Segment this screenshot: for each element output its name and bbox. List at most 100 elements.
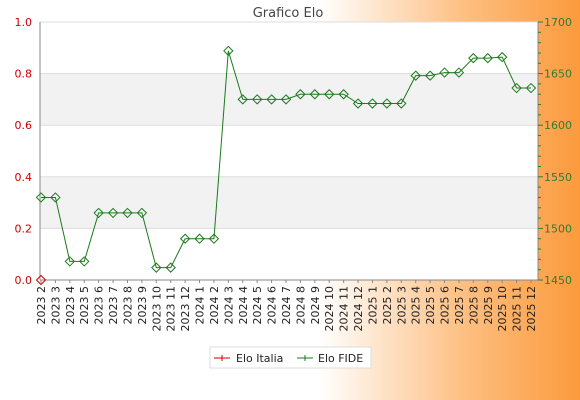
data-point bbox=[251, 94, 263, 105]
data-point bbox=[151, 262, 162, 273]
legend: Elo Italia Elo FIDE bbox=[209, 346, 372, 369]
data-point bbox=[410, 70, 421, 81]
plot-background bbox=[40, 22, 538, 280]
data-point bbox=[50, 192, 61, 203]
x-tick-label: 2025 2 bbox=[381, 286, 394, 325]
x-tick-label: 2024 10 bbox=[323, 286, 336, 332]
data-point bbox=[64, 256, 76, 267]
axes bbox=[39, 22, 539, 281]
x-tick-label: 2023 4 bbox=[64, 286, 77, 325]
series-layer bbox=[35, 45, 537, 286]
x-tick-label: 2024 3 bbox=[222, 286, 235, 325]
x-tick-label: 2023 5 bbox=[78, 286, 91, 325]
x-tick-label: 2024 1 bbox=[194, 286, 207, 325]
x-tick-label: 2025 11 bbox=[511, 286, 524, 332]
x-tick-label: 2023 9 bbox=[136, 286, 149, 325]
x-tick-label: 2023 10 bbox=[150, 286, 163, 332]
data-point bbox=[208, 233, 220, 244]
x-tick-label: 2025 12 bbox=[525, 286, 538, 332]
x-tick-label: 2024 9 bbox=[309, 286, 322, 325]
data-point bbox=[525, 82, 537, 94]
data-point bbox=[122, 207, 133, 219]
data-point bbox=[482, 52, 493, 64]
data-point bbox=[468, 52, 479, 64]
left-tick-label: 1.0 bbox=[15, 16, 33, 29]
x-tick-label: 2025 1 bbox=[366, 286, 379, 325]
data-point bbox=[324, 89, 335, 100]
left-axis-ticks: 0.0 0.2 0.4 0.6 0.8 1.0 bbox=[15, 16, 33, 287]
chart-title: Grafico Elo bbox=[253, 6, 324, 21]
x-tick-label: 2025 9 bbox=[482, 286, 495, 325]
x-tick-label: 2023 12 bbox=[179, 286, 192, 332]
legend-label-fide: Elo FIDE bbox=[318, 352, 363, 365]
data-point bbox=[179, 233, 191, 244]
x-tick-label: 2025 3 bbox=[395, 286, 408, 325]
series-elo-italia bbox=[35, 274, 47, 286]
data-point bbox=[266, 94, 277, 105]
right-tick-label: 1650 bbox=[544, 68, 572, 81]
left-tick-label: 0.2 bbox=[15, 222, 33, 235]
right-axis-ticks: 1450 1500 1550 1600 1650 1700 bbox=[538, 16, 572, 287]
legend-label-italia: Elo Italia bbox=[236, 352, 283, 365]
x-tick-label: 2025 7 bbox=[453, 286, 466, 325]
data-point bbox=[381, 98, 393, 109]
data-point bbox=[237, 94, 248, 105]
x-tick-label: 2025 5 bbox=[424, 286, 437, 325]
data-point bbox=[309, 89, 321, 100]
data-point bbox=[35, 192, 47, 203]
x-tick-label: 2024 7 bbox=[280, 286, 293, 325]
left-tick-label: 0.4 bbox=[15, 171, 33, 184]
x-tick-label: 2024 4 bbox=[237, 286, 250, 325]
x-tick-label: 2024 12 bbox=[352, 286, 365, 332]
data-point bbox=[424, 70, 436, 81]
x-tick-label: 2024 5 bbox=[251, 286, 264, 325]
right-tick-label: 1700 bbox=[544, 16, 572, 29]
x-axis-ticks: 2023 2 2023 3 2023 4 2023 5 2023 6 2023 7 2023… bbox=[35, 280, 538, 332]
x-tick-label: 2024 6 bbox=[266, 286, 279, 325]
plot-band bbox=[40, 176, 538, 229]
x-tick-label: 2023 8 bbox=[121, 286, 134, 325]
data-point bbox=[367, 98, 378, 109]
x-tick-label: 2025 10 bbox=[496, 286, 509, 332]
data-point bbox=[396, 98, 407, 109]
plot-area bbox=[40, 22, 538, 280]
legend-box bbox=[209, 346, 372, 369]
right-tick-label: 1500 bbox=[544, 222, 572, 235]
x-tick-label: 2025 6 bbox=[439, 286, 452, 325]
legend-item-fide: Elo FIDE bbox=[297, 352, 363, 365]
data-point bbox=[136, 207, 148, 219]
right-tick-label: 1600 bbox=[544, 119, 572, 132]
x-tick-label: 2024 8 bbox=[294, 286, 307, 325]
x-tick-label: 2023 6 bbox=[93, 286, 106, 325]
x-tick-label: 2025 8 bbox=[467, 286, 480, 325]
data-point bbox=[453, 67, 465, 78]
data-point bbox=[223, 45, 234, 57]
data-point bbox=[194, 233, 205, 244]
right-tick-label: 1550 bbox=[544, 171, 572, 184]
data-point bbox=[35, 274, 47, 286]
left-tick-label: 0.8 bbox=[15, 68, 33, 81]
left-tick-label: 0.6 bbox=[15, 119, 33, 132]
right-tick-label: 1450 bbox=[544, 274, 572, 287]
data-point bbox=[338, 89, 349, 100]
data-point bbox=[93, 207, 104, 219]
plot-band bbox=[40, 73, 538, 126]
data-point bbox=[352, 98, 364, 109]
left-tick-label: 0.0 bbox=[15, 274, 33, 287]
data-point bbox=[280, 94, 292, 105]
x-tick-label: 2023 11 bbox=[165, 286, 178, 332]
data-point bbox=[79, 256, 90, 267]
x-tick-label: 2023 7 bbox=[107, 286, 120, 325]
x-tick-label: 2023 3 bbox=[49, 286, 62, 325]
data-point bbox=[439, 67, 450, 78]
data-point bbox=[496, 51, 508, 63]
legend-item-italia: Elo Italia bbox=[214, 352, 283, 365]
x-tick-label: 2024 11 bbox=[338, 286, 351, 332]
data-point bbox=[295, 89, 306, 100]
series-elo-fide bbox=[35, 45, 537, 273]
data-point bbox=[511, 82, 522, 94]
x-tick-label: 2023 2 bbox=[35, 286, 48, 325]
x-tick-label: 2025 4 bbox=[410, 286, 423, 325]
